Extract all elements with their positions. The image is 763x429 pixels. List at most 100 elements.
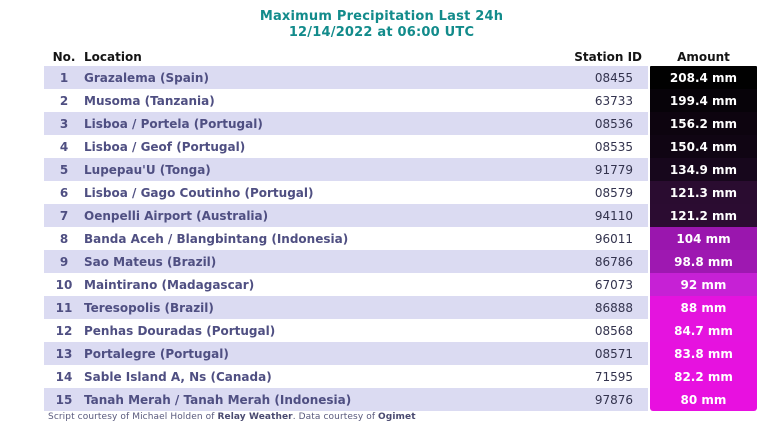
row-amount: 104 mm: [650, 227, 757, 250]
row-rank: 15: [55, 392, 73, 407]
report-title: Maximum Precipitation Last 24h: [259, 9, 504, 24]
table-row: 15 Tanah Merah / Tanah Merah (Indonesia)…: [44, 388, 757, 411]
row-amount: 134.9 mm: [650, 158, 757, 181]
row-station: 08536: [594, 116, 633, 131]
row-main: 14 Sable Island A, Ns (Canada) 71595: [44, 365, 648, 388]
header-station-id: Station ID: [574, 49, 642, 64]
row-location: Lupepau'U (Tonga): [84, 162, 211, 177]
row-station: 08455: [594, 70, 633, 85]
header-no: No.: [52, 49, 76, 64]
row-location: Tanah Merah / Tanah Merah (Indonesia): [84, 392, 352, 407]
row-main: 7 Oenpelli Airport (Australia) 94110: [44, 204, 648, 227]
row-station: 63733: [594, 93, 633, 108]
row-main: 4 Lisboa / Geof (Portugal) 08535: [44, 135, 648, 158]
row-amount: 88 mm: [650, 296, 757, 319]
row-amount: 121.3 mm: [650, 181, 757, 204]
credit-prefix: Script courtesy of Michael Holden of: [48, 412, 218, 422]
row-rank: 13: [55, 346, 73, 361]
row-location: Lisboa / Gago Coutinho (Portugal): [84, 185, 314, 200]
table-header: No. Location Station ID Amount: [44, 47, 757, 66]
row-main: 5 Lupepau'U (Tonga) 91779: [44, 158, 648, 181]
row-main: 1 Grazalema (Spain) 08455: [44, 66, 648, 89]
row-amount: 208.4 mm: [650, 66, 757, 89]
row-main: 8 Banda Aceh / Blangbintang (Indonesia) …: [44, 227, 648, 250]
row-main: 12 Penhas Douradas (Portugal) 08568: [44, 319, 648, 342]
credit-ogimet: Ogimet: [378, 412, 416, 422]
row-station: 08568: [594, 323, 633, 338]
row-main: 11 Teresopolis (Brazil) 86888: [44, 296, 648, 319]
credit-relay-weather: Relay Weather: [217, 412, 293, 422]
table-row: 2 Musoma (Tanzania) 63733 199.4 mm: [44, 89, 757, 112]
row-rank: 11: [55, 300, 73, 315]
row-main: 9 Sao Mateus (Brazil) 86786: [44, 250, 648, 273]
precipitation-table: No. Location Station ID Amount 1 Grazale…: [44, 47, 757, 411]
row-rank: 2: [59, 93, 69, 108]
table-row: 1 Grazalema (Spain) 08455 208.4 mm: [44, 66, 757, 89]
row-amount: 92 mm: [650, 273, 757, 296]
row-location: Lisboa / Geof (Portugal): [84, 139, 246, 154]
row-amount: 199.4 mm: [650, 89, 757, 112]
row-main: 6 Lisboa / Gago Coutinho (Portugal) 0857…: [44, 181, 648, 204]
row-amount: 150.4 mm: [650, 135, 757, 158]
row-main: 2 Musoma (Tanzania) 63733: [44, 89, 648, 112]
table-row: 5 Lupepau'U (Tonga) 91779 134.9 mm: [44, 158, 757, 181]
row-station: 08535: [594, 139, 633, 154]
row-rank: 1: [59, 70, 69, 85]
row-rank: 14: [55, 369, 73, 384]
row-amount: 156.2 mm: [650, 112, 757, 135]
row-rank: 9: [59, 254, 69, 269]
row-rank: 3: [59, 116, 69, 131]
credit-middle: . Data courtesy of: [292, 412, 379, 422]
row-rank: 12: [55, 323, 73, 338]
table-row: 13 Portalegre (Portugal) 08571 83.8 mm: [44, 342, 757, 365]
row-location: Portalegre (Portugal): [84, 346, 229, 361]
row-station: 08579: [594, 185, 633, 200]
header-location: Location: [84, 49, 142, 64]
row-location: Banda Aceh / Blangbintang (Indonesia): [84, 231, 349, 246]
row-location: Lisboa / Portela (Portugal): [84, 116, 263, 131]
row-station: 08571: [594, 346, 633, 361]
report-datetime: 12/14/2022 at 06:00 UTC: [288, 25, 475, 40]
table-row: 7 Oenpelli Airport (Australia) 94110 121…: [44, 204, 757, 227]
row-main: 3 Lisboa / Portela (Portugal) 08536: [44, 112, 648, 135]
row-location: Sao Mateus (Brazil): [84, 254, 217, 269]
row-location: Teresopolis (Brazil): [84, 300, 214, 315]
row-station: 71595: [594, 369, 633, 384]
row-amount: 82.2 mm: [650, 365, 757, 388]
row-station: 86786: [594, 254, 633, 269]
table-row: 9 Sao Mateus (Brazil) 86786 98.8 mm: [44, 250, 757, 273]
row-station: 67073: [594, 277, 633, 292]
row-main: 15 Tanah Merah / Tanah Merah (Indonesia)…: [44, 388, 648, 411]
row-location: Maintirano (Madagascar): [84, 277, 255, 292]
table-row: 10 Maintirano (Madagascar) 67073 92 mm: [44, 273, 757, 296]
table-row: 8 Banda Aceh / Blangbintang (Indonesia) …: [44, 227, 757, 250]
row-amount: 80 mm: [650, 388, 757, 411]
row-station: 91779: [594, 162, 633, 177]
header-amount: Amount: [677, 49, 730, 64]
row-rank: 10: [55, 277, 73, 292]
row-amount: 84.7 mm: [650, 319, 757, 342]
row-amount: 83.8 mm: [650, 342, 757, 365]
credits-footer: Script courtesy of Michael Holden of Rel…: [48, 412, 416, 422]
row-rank: 5: [59, 162, 69, 177]
table-row: 14 Sable Island A, Ns (Canada) 71595 82.…: [44, 365, 757, 388]
row-rank: 4: [59, 139, 69, 154]
table-row: 4 Lisboa / Geof (Portugal) 08535 150.4 m…: [44, 135, 757, 158]
row-station: 97876: [594, 392, 633, 407]
row-location: Grazalema (Spain): [84, 70, 209, 85]
row-amount: 121.2 mm: [650, 204, 757, 227]
table-row: 11 Teresopolis (Brazil) 86888 88 mm: [44, 296, 757, 319]
row-location: Musoma (Tanzania): [84, 93, 215, 108]
table-row: 12 Penhas Douradas (Portugal) 08568 84.7…: [44, 319, 757, 342]
row-location: Oenpelli Airport (Australia): [84, 208, 269, 223]
row-station: 94110: [594, 208, 633, 223]
row-amount: 98.8 mm: [650, 250, 757, 273]
row-main: 10 Maintirano (Madagascar) 67073: [44, 273, 648, 296]
row-location: Sable Island A, Ns (Canada): [84, 369, 272, 384]
row-rank: 7: [59, 208, 69, 223]
row-station: 96011: [594, 231, 633, 246]
table-row: 6 Lisboa / Gago Coutinho (Portugal) 0857…: [44, 181, 757, 204]
row-rank: 8: [59, 231, 69, 246]
row-station: 86888: [594, 300, 633, 315]
